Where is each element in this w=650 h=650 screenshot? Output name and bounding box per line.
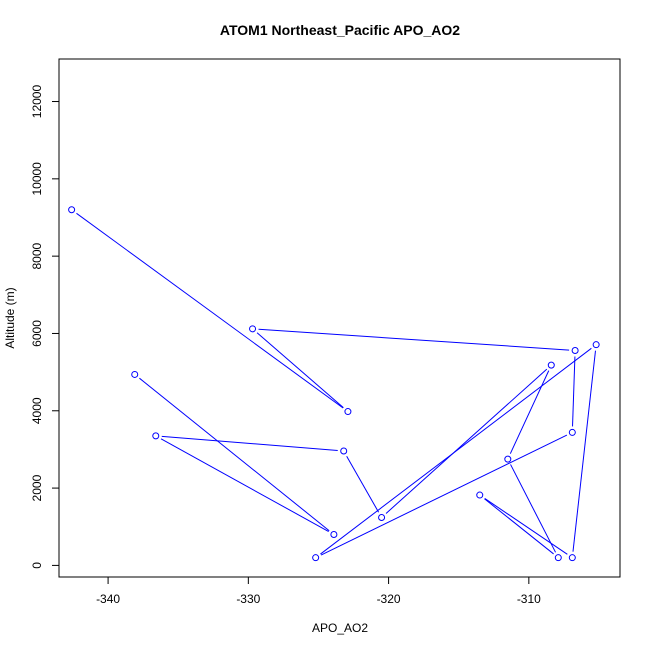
data-point [312,554,320,562]
chart-title: ATOM1 Northeast_Pacific APO_AO2 [220,22,460,38]
data-point [571,346,579,354]
series-segment [484,497,568,555]
series-segment [139,377,330,532]
series-segment [346,455,380,513]
series-segment [160,438,329,533]
x-tick-label: -330 [236,592,260,606]
y-axis-label: Altitude (m) [3,287,17,348]
y-tick-label: 10000 [30,162,44,196]
plot-area-frame [58,58,621,578]
data-point [554,554,562,562]
data-point [344,408,352,416]
x-tick-label: -340 [96,592,120,606]
series-segment [385,368,548,514]
series-segment [572,350,596,552]
x-axis-label: APO_AO2 [312,621,368,635]
x-tick-label: -310 [517,592,541,606]
series-segment [572,356,576,427]
series-segment [258,328,570,351]
y-axis: 0 2000 4000 6000 8000 10000 12000 [30,85,59,569]
series-layer [68,206,600,562]
y-tick-label: 4000 [30,397,44,424]
data-point [476,491,484,499]
y-tick-label: 8000 [30,242,44,269]
data-point [68,206,76,214]
series-segment [161,435,338,451]
y-tick-label: 2000 [30,474,44,501]
series-segment [509,370,550,454]
data-point [592,341,600,349]
data-point [340,447,348,455]
y-tick-label: 0 [30,562,44,569]
data-point [568,428,576,436]
series-segment [256,332,344,408]
data-point [131,370,139,378]
series-segment [320,434,568,556]
data-point [504,455,512,463]
x-tick-label: -320 [377,592,401,606]
data-point [330,530,338,538]
x-axis: -340 -330 -320 -310 [96,577,541,606]
series-segment [76,212,344,409]
series-segment [510,464,556,553]
data-point [152,432,160,440]
data-point [568,554,576,562]
y-tick-label: 12000 [30,85,44,119]
data-point [249,325,257,333]
series-segment [484,498,554,555]
data-point [378,513,386,521]
data-point [547,361,555,369]
y-tick-label: 6000 [30,320,44,347]
